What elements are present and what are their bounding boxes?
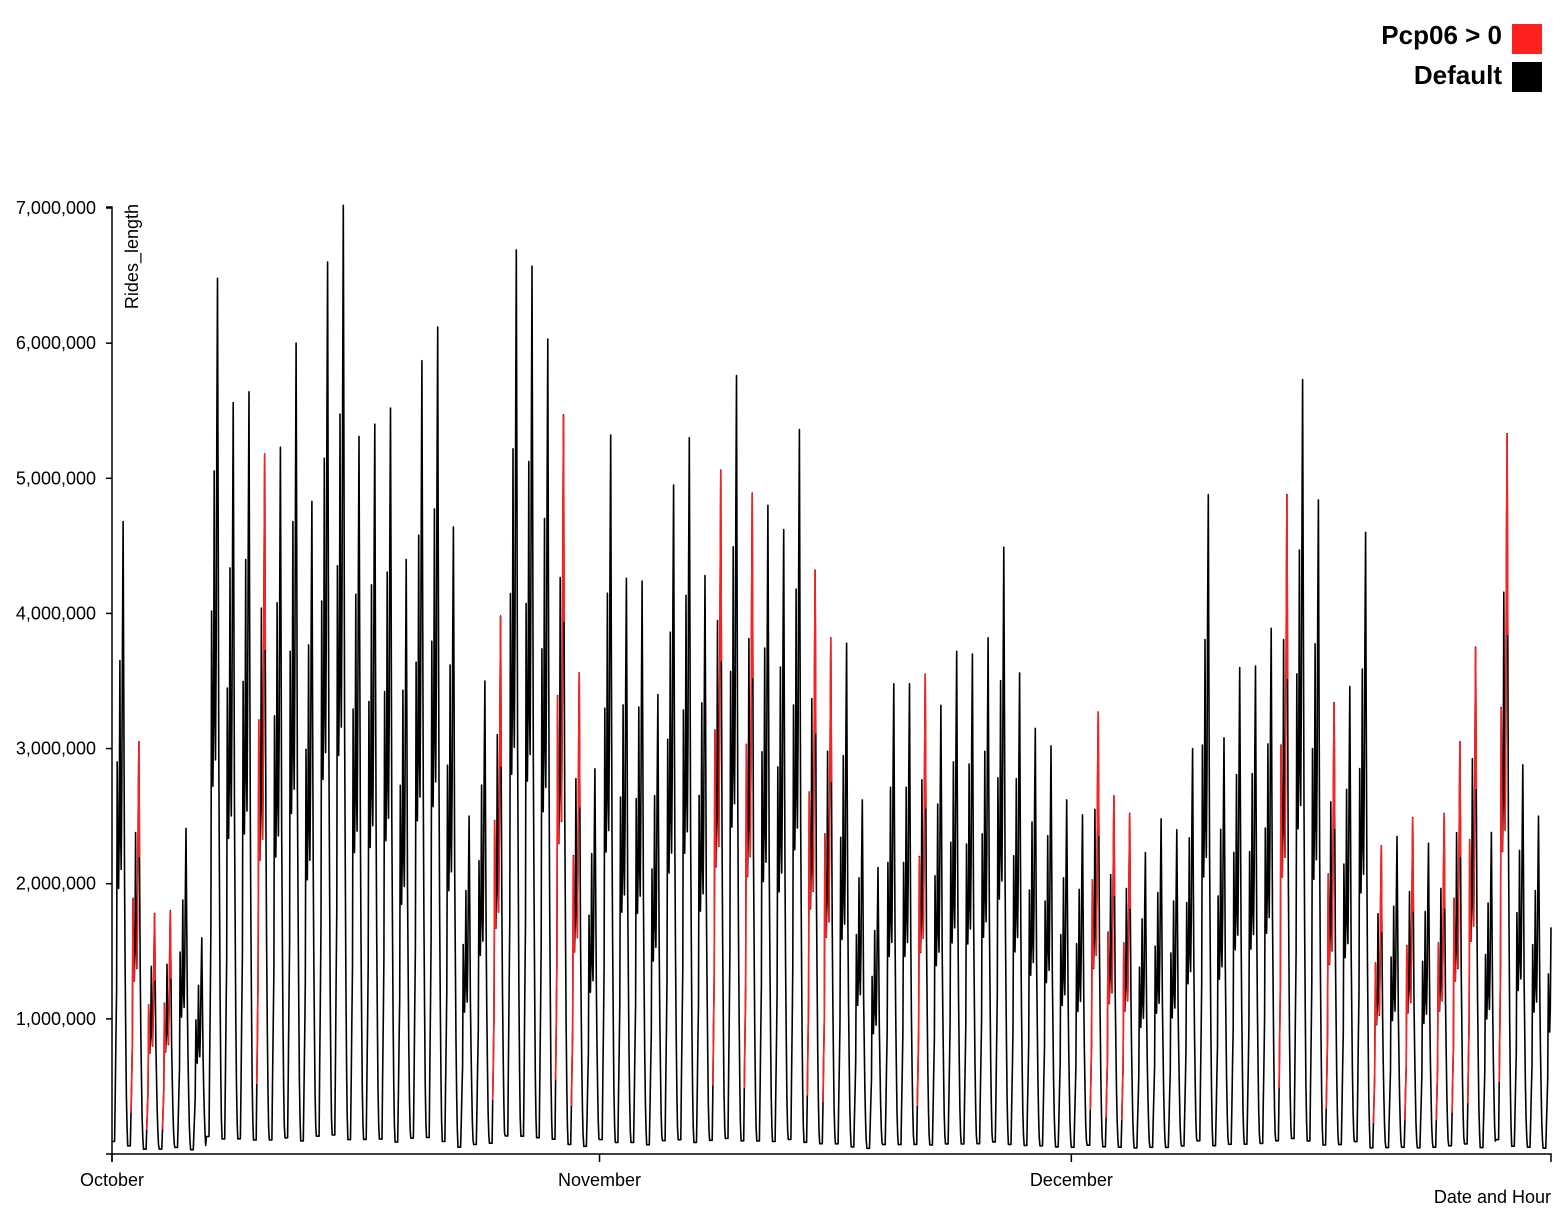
x-axis: October November December (80, 1153, 1552, 1190)
x-axis-line (111, 1153, 1552, 1162)
y-axis-title: Rides_length (122, 204, 143, 309)
y-tick-label: 2,000,000 (16, 874, 96, 894)
y-tick-label: 1,000,000 (16, 1009, 96, 1029)
y-tick-label: 5,000,000 (16, 468, 96, 488)
series-group (111, 204, 1552, 1151)
legend-label-precip: Pcp06 > 0 (1381, 20, 1502, 50)
x-tick-label: December (1030, 1170, 1113, 1190)
y-axis: 1,000,000 2,000,000 3,000,000 4,000,000 5,00… (16, 198, 113, 1155)
y-tick-label: 6,000,000 (16, 333, 96, 353)
y-tick-label: 7,000,000 (16, 198, 96, 218)
legend-swatch-precip (1512, 24, 1542, 54)
legend: Pcp06 > 0 Default (1381, 20, 1542, 92)
legend-label-default: Default (1414, 60, 1502, 90)
series-line-precipitation (130, 414, 1509, 1130)
x-tick-label: October (80, 1170, 144, 1190)
x-tick-label: November (558, 1170, 641, 1190)
y-tick-label: 4,000,000 (16, 603, 96, 623)
y-axis-line (106, 206, 113, 1155)
x-axis-title: Date and Hour (1434, 1187, 1551, 1207)
y-tick-label: 3,000,000 (16, 739, 96, 759)
legend-swatch-default (1512, 62, 1542, 92)
